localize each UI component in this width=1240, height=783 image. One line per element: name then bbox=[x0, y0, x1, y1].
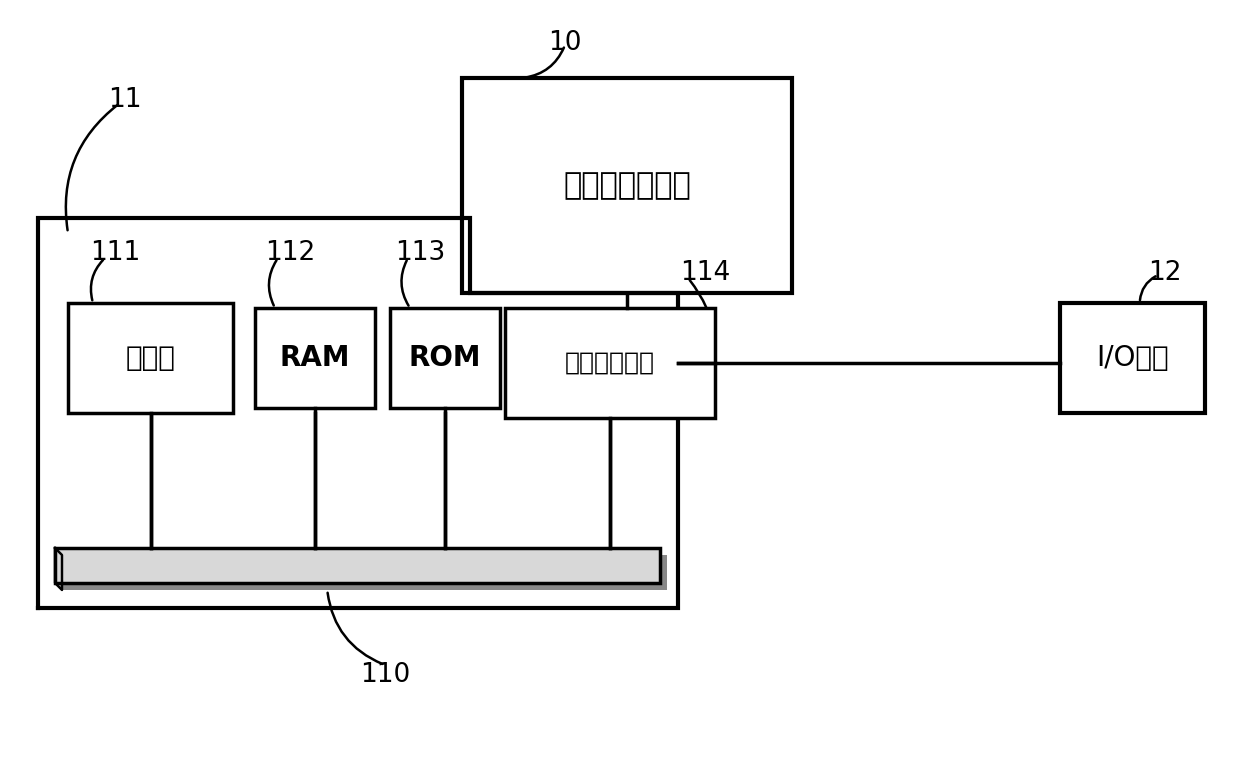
Bar bbox=[62, 555, 667, 590]
Text: 10: 10 bbox=[548, 30, 582, 56]
Text: 110: 110 bbox=[360, 662, 410, 688]
Polygon shape bbox=[55, 548, 62, 590]
Text: RAM: RAM bbox=[280, 344, 350, 372]
Bar bbox=[68, 303, 233, 413]
Text: 存储器储存装置: 存储器储存装置 bbox=[563, 171, 691, 200]
Bar bbox=[1060, 303, 1205, 413]
Bar bbox=[463, 78, 792, 293]
Text: ROM: ROM bbox=[409, 344, 481, 372]
Text: 11: 11 bbox=[108, 87, 141, 113]
Bar bbox=[505, 308, 715, 418]
Text: 114: 114 bbox=[680, 260, 730, 286]
Text: I/O装置: I/O装置 bbox=[1096, 344, 1169, 372]
Bar bbox=[255, 308, 374, 408]
Text: 数据传输接口: 数据传输接口 bbox=[565, 351, 655, 375]
Text: 113: 113 bbox=[396, 240, 445, 266]
Bar bbox=[391, 308, 500, 408]
Text: 112: 112 bbox=[265, 240, 315, 266]
Bar bbox=[55, 548, 660, 583]
Text: 111: 111 bbox=[91, 240, 140, 266]
Text: 处理器: 处理器 bbox=[125, 344, 175, 372]
Text: 12: 12 bbox=[1148, 260, 1182, 286]
